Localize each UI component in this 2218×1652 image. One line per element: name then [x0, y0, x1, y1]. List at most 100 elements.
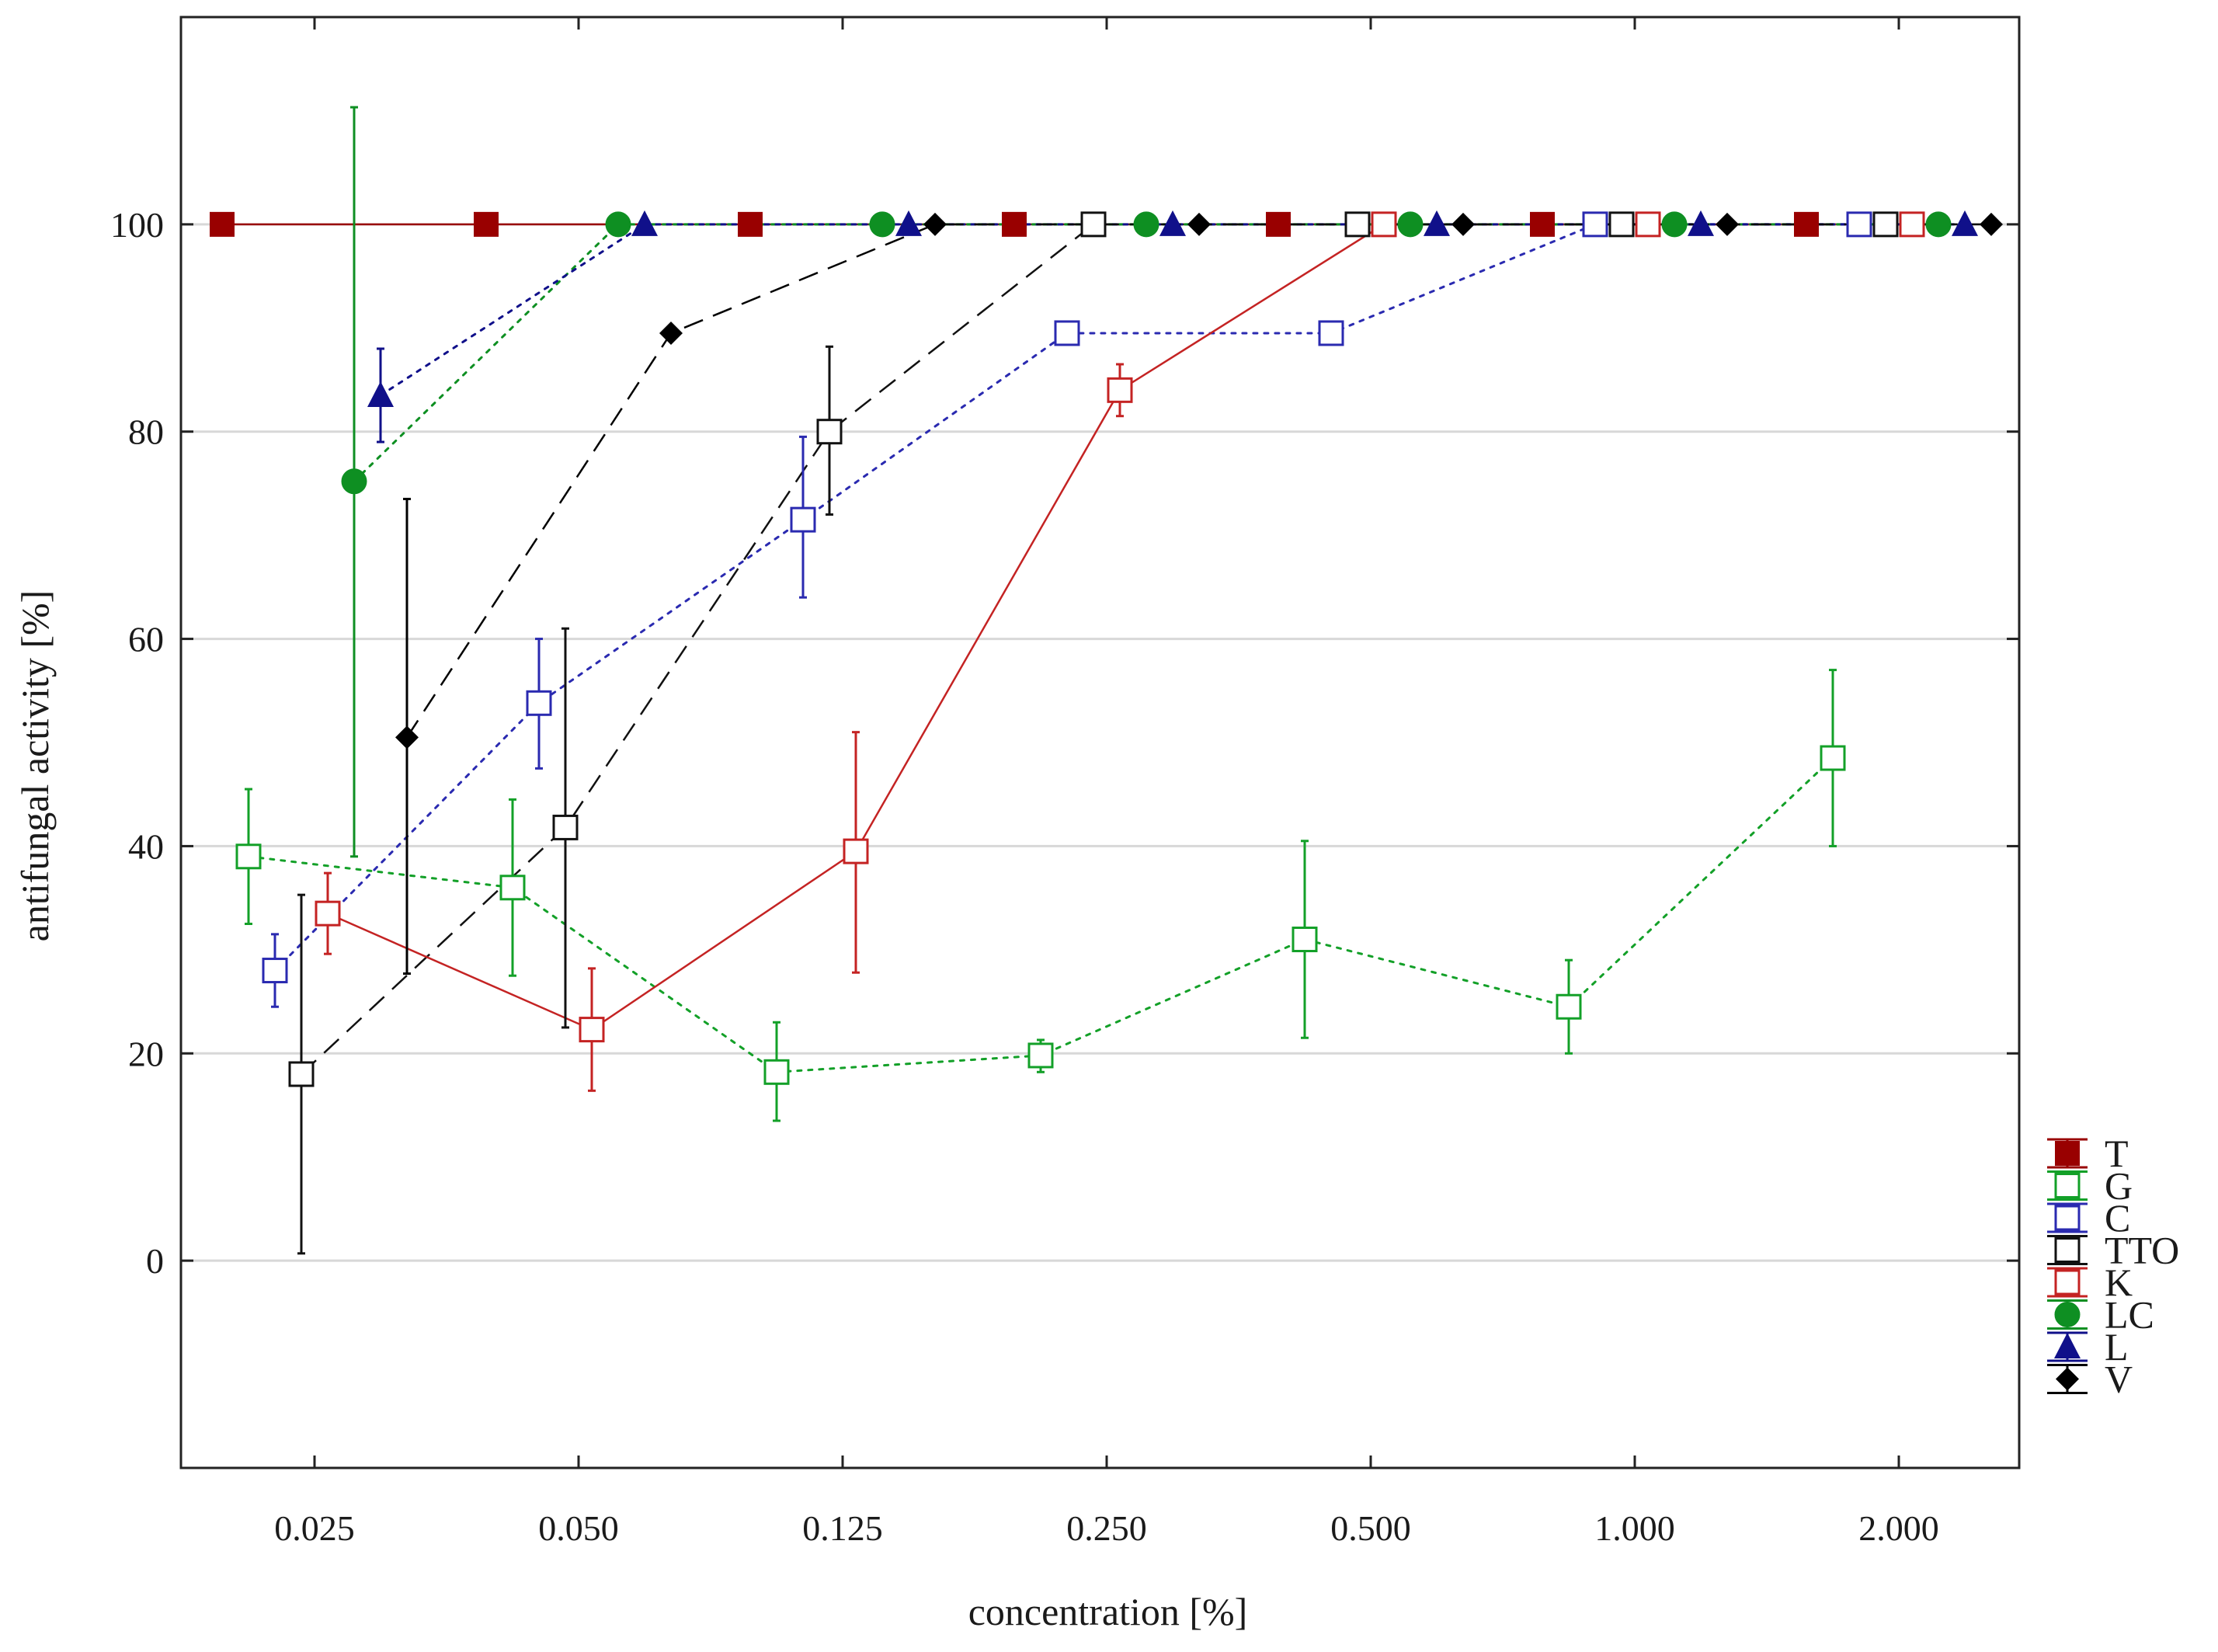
y-tick-label: 0	[146, 1241, 164, 1281]
legend-label-v: V	[2105, 1358, 2133, 1401]
legend-item-g: G	[2047, 1164, 2133, 1208]
point-l-2.000	[1952, 210, 1978, 236]
axes: 0 20 40 60 80 100 0.025 0.050 0.125 0.250 0.500 1.0…	[110, 17, 2019, 1548]
point-g-0.125	[763, 1059, 790, 1085]
x-tick-label: 0.025	[274, 1508, 355, 1548]
legend-marker-g	[2054, 1173, 2081, 1198]
point-v-1.000	[1716, 212, 1739, 236]
point-c-0.025	[262, 958, 288, 984]
point-l-0.050	[631, 210, 658, 236]
point-g-0.050	[499, 875, 526, 901]
legend-item-c: C	[2047, 1196, 2130, 1240]
y-tick-label: 40	[128, 826, 164, 866]
legend-item-l: L	[2047, 1325, 2129, 1369]
series-g-points	[235, 669, 1846, 1122]
y-tick-label: 80	[128, 412, 164, 452]
legend-marker-l	[2054, 1333, 2081, 1358]
series-t-points	[210, 211, 1819, 237]
gridlines	[181, 223, 2019, 1262]
y-tick-label: 100	[110, 205, 164, 245]
point-g-0.250	[1027, 1042, 1054, 1069]
x-tick-label: 0.050	[538, 1508, 619, 1548]
point-t-0.125	[738, 211, 763, 237]
point-l-0.500	[1424, 210, 1450, 236]
point-t-0.250	[1002, 211, 1027, 237]
point-g-0.500	[1292, 927, 1318, 953]
y-tick-label: 60	[128, 620, 164, 659]
point-c-0.250	[1054, 320, 1080, 346]
point-g-1.000	[1556, 993, 1582, 1020]
legend-marker-t	[2055, 1141, 2080, 1166]
point-lc-2.000	[1925, 211, 1952, 238]
point-k-0.125	[843, 838, 869, 864]
point-t-0.025	[210, 211, 235, 237]
point-lc-0.050	[605, 211, 631, 238]
y-axis-title: antifungal activity [%]	[13, 590, 57, 942]
series-lc-line	[353, 223, 1940, 483]
point-v-0.025	[395, 725, 419, 749]
y-tick-label: 20	[128, 1034, 164, 1073]
point-k-0.250	[1107, 377, 1133, 403]
legend-label-lc: LC	[2105, 1293, 2154, 1337]
point-t-2.000	[1794, 211, 1819, 237]
x-tick-label: 0.250	[1066, 1508, 1147, 1548]
series-line-g	[247, 756, 1834, 1073]
point-tto-2.000	[1872, 211, 1899, 238]
x-axis-title: concentration [%]	[968, 1590, 1248, 1633]
series-l-line	[379, 223, 1966, 397]
legend-marker-lc	[2054, 1302, 2081, 1327]
point-v-0.500	[1451, 212, 1475, 236]
x-tick-label: 1.000	[1594, 1508, 1675, 1548]
legend-item-v: V	[2047, 1358, 2133, 1401]
legend-item-t: T	[2047, 1132, 2129, 1175]
legend-marker-tto	[2054, 1237, 2081, 1263]
series-l-points	[367, 210, 1978, 443]
legend-label-g: G	[2105, 1164, 2133, 1208]
series-v-line	[405, 223, 1991, 739]
point-c-1.000	[1582, 211, 1608, 238]
point-g-0.025	[235, 843, 262, 870]
series-tto-points	[288, 211, 1899, 1255]
legend-label-t: T	[2105, 1132, 2129, 1175]
point-l-0.025	[367, 381, 394, 408]
point-lc-0.125	[869, 211, 895, 238]
point-g-2.000	[1820, 745, 1846, 771]
legend-label-l: L	[2105, 1325, 2129, 1369]
series-v-points	[395, 212, 2003, 976]
series-g-line	[247, 756, 1834, 1073]
legend-item-lc: LC	[2047, 1293, 2154, 1337]
legend-label-c: C	[2105, 1196, 2130, 1240]
legend-marker-k	[2054, 1269, 2081, 1296]
point-v-0.050	[659, 321, 683, 345]
point-k-0.500	[1371, 211, 1397, 238]
series-line-l	[379, 223, 1966, 397]
point-l-0.250	[1159, 210, 1186, 236]
legend-label-tto: TTO	[2105, 1229, 2179, 1272]
point-k-2.000	[1899, 211, 1925, 238]
point-lc-0.250	[1133, 211, 1159, 238]
point-tto-0.025	[288, 1061, 315, 1087]
x-tick-label: 0.500	[1330, 1508, 1411, 1548]
legend-item-k: K	[2047, 1261, 2133, 1304]
point-lc-1.000	[1661, 211, 1688, 238]
point-k-1.000	[1635, 211, 1661, 238]
point-tto-0.125	[816, 419, 843, 445]
point-c-0.500	[1318, 320, 1344, 346]
series-c-points	[262, 211, 1872, 1008]
point-k-0.050	[579, 1017, 605, 1043]
legend-item-tto: TTO	[2047, 1229, 2179, 1272]
x-tick-label: 2.000	[1858, 1508, 1939, 1548]
point-t-0.500	[1266, 211, 1291, 237]
point-v-0.125	[923, 212, 947, 236]
point-tto-0.050	[552, 814, 579, 840]
series-lc-points	[341, 106, 1952, 858]
series-layer	[210, 106, 2003, 1255]
point-c-0.050	[526, 690, 552, 716]
point-tto-0.500	[1344, 211, 1371, 238]
point-k-0.025	[315, 900, 341, 927]
series-line-lc	[353, 223, 1940, 483]
point-t-1.000	[1530, 211, 1555, 237]
point-c-2.000	[1846, 211, 1872, 238]
